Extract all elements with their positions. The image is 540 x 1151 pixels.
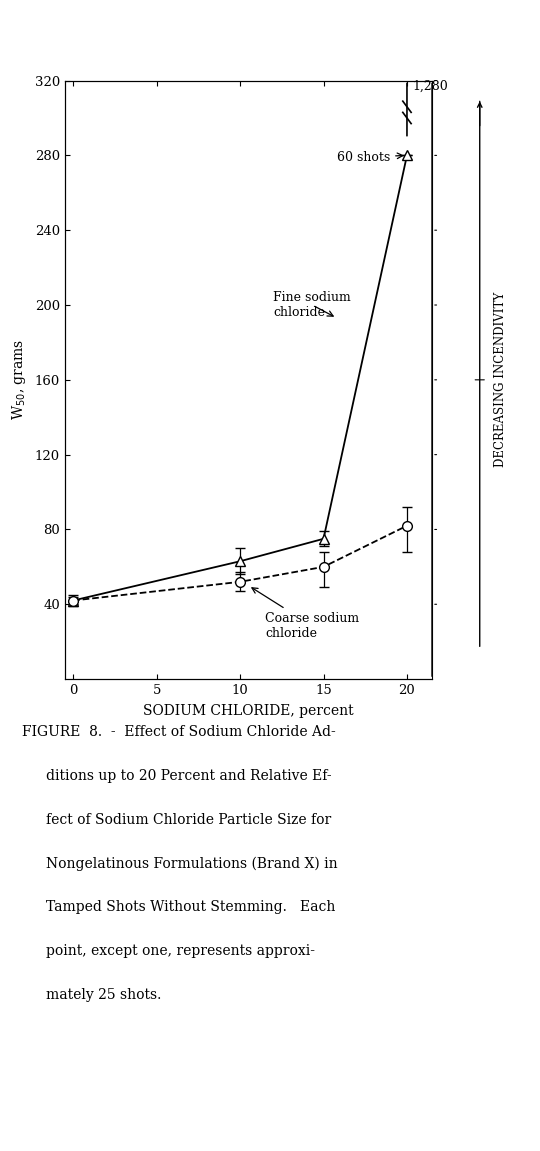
Y-axis label: W$_{50}$, grams: W$_{50}$, grams — [10, 340, 28, 420]
Text: 60 shots: 60 shots — [337, 151, 403, 163]
Text: DECREASING INCENDIVITY: DECREASING INCENDIVITY — [495, 292, 508, 467]
Text: Tamped Shots Without Stemming.   Each: Tamped Shots Without Stemming. Each — [46, 900, 335, 914]
X-axis label: SODIUM CHLORIDE, percent: SODIUM CHLORIDE, percent — [143, 704, 354, 718]
Text: 1,280: 1,280 — [412, 79, 448, 93]
Text: mately 25 shots.: mately 25 shots. — [46, 988, 161, 1001]
Text: Fine sodium
chloride: Fine sodium chloride — [273, 291, 351, 319]
Text: fect of Sodium Chloride Particle Size for: fect of Sodium Chloride Particle Size fo… — [46, 813, 331, 826]
Text: point, except one, represents approxi-: point, except one, represents approxi- — [46, 944, 315, 958]
Text: ditions up to 20 Percent and Relative Ef-: ditions up to 20 Percent and Relative Ef… — [46, 769, 332, 783]
Text: Coarse sodium
chloride: Coarse sodium chloride — [252, 588, 359, 640]
Text: Nongelatinous Formulations (Brand X) in: Nongelatinous Formulations (Brand X) in — [46, 856, 338, 871]
Text: FIGURE  8.  -  Effect of Sodium Chloride Ad-: FIGURE 8. - Effect of Sodium Chloride Ad… — [22, 725, 335, 739]
